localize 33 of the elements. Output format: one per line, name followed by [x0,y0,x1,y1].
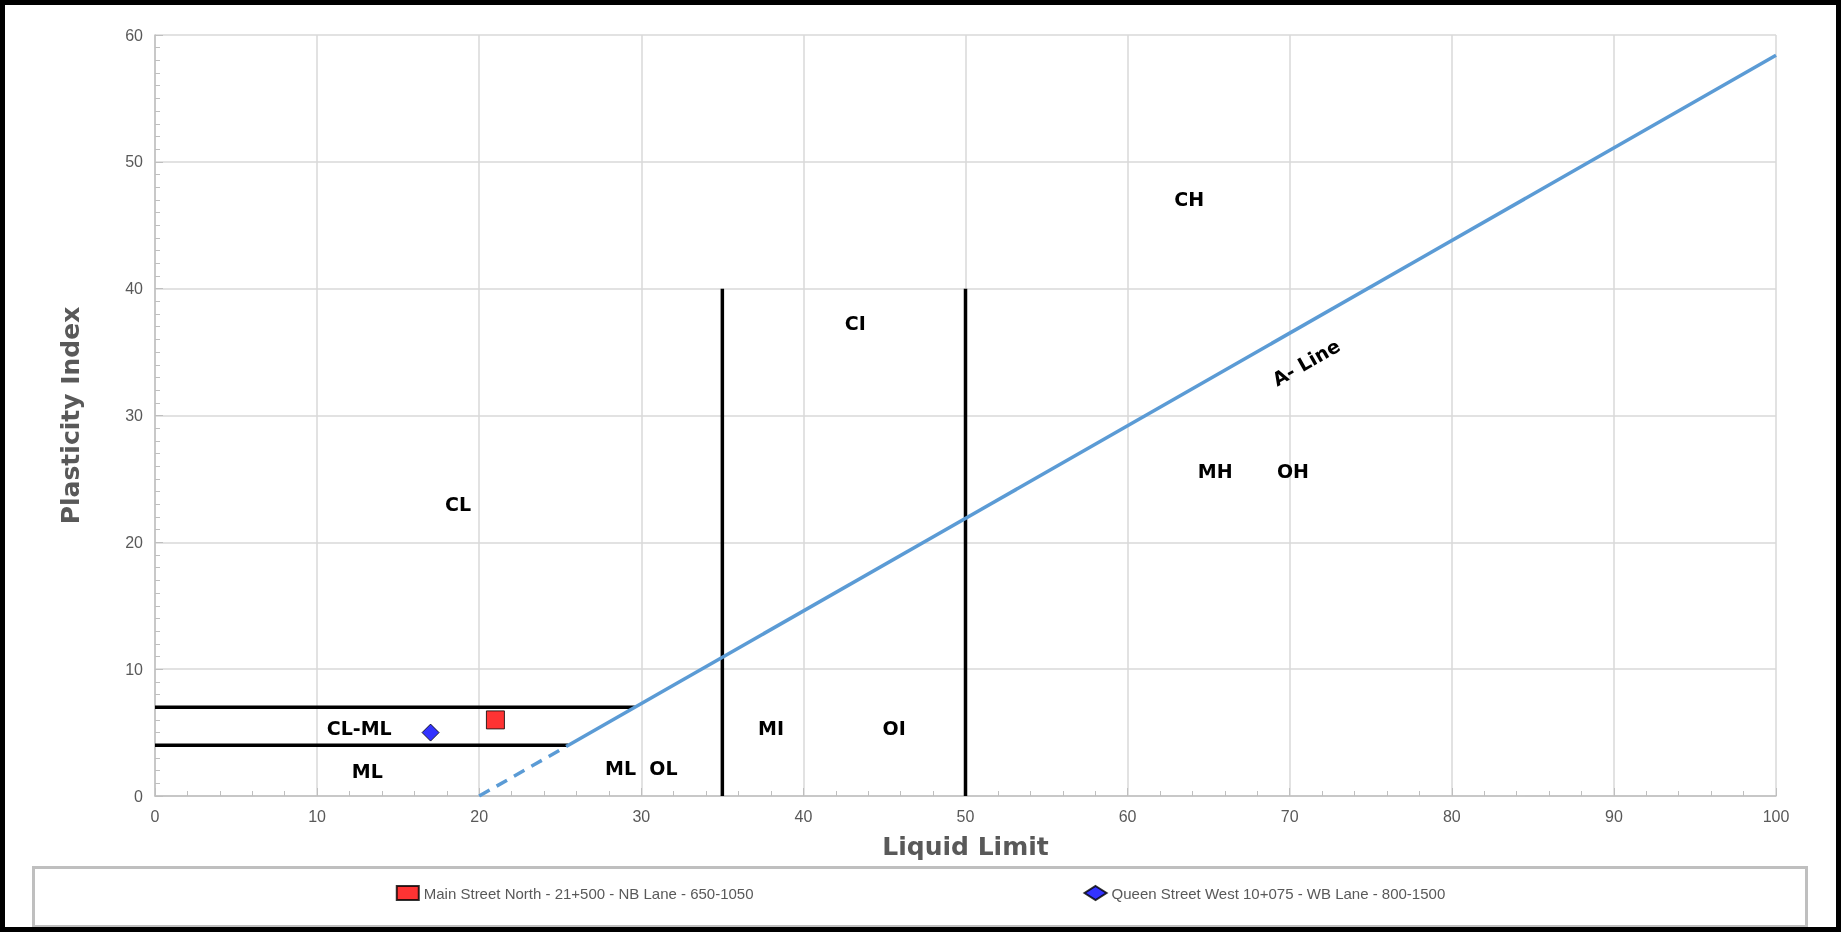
x-tick-label: 90 [1605,807,1623,825]
annotation: CL-ML [326,716,392,739]
x-tick-label: 80 [1442,807,1461,825]
x-tick-label: 0 [150,807,160,825]
x-tick-label: 60 [1118,807,1137,825]
x-tick-label: 50 [956,807,975,825]
x-tick-label: 100 [1762,807,1790,825]
annotation: MI [757,716,784,739]
annotation: CH [1174,187,1205,210]
annotation: A- Line [1268,334,1344,391]
x-tick-label: 40 [794,807,813,825]
annotation: ML [351,759,383,782]
annotation: OI [882,716,906,739]
x-tick-label: 20 [470,807,489,825]
x-tick-label: 70 [1280,807,1299,825]
y-axis-title: Plasticity Index [56,306,85,525]
annotation: MH [1197,460,1233,483]
y-tick-label: 0 [134,787,144,805]
annotation: CI [844,311,866,334]
legend-label: Main Street North - 21+500 - NB Lane - 650-1050 [423,884,754,902]
annotation: OH [1276,460,1309,483]
y-tick-label: 30 [125,407,144,424]
x-axis-title: Liquid Limit [882,832,1049,861]
y-tick-label: 60 [125,26,144,44]
y-tick-label: 40 [125,280,144,298]
x-tick-label: 30 [632,807,651,825]
y-tick-label: 20 [125,533,144,551]
legend-label: Queen Street West 10+075 - WB Lane - 800-1500 [1111,884,1446,902]
annotation: ML OL [605,757,678,780]
annotation: CL [445,493,472,516]
y-tick-label: 10 [125,660,144,678]
x-tick-label: 10 [308,807,327,825]
y-tick-label: 50 [125,153,144,171]
